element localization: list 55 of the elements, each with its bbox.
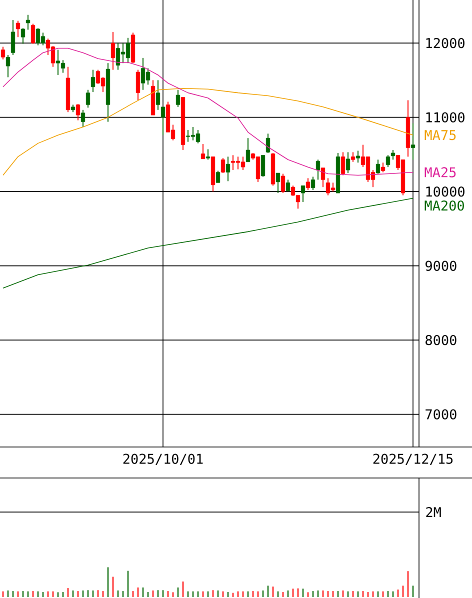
candlestick [390,149,396,160]
candlestick [136,69,140,101]
candlestick [280,173,286,194]
y-tick-label: 10000 [426,186,464,197]
text: 2M [426,507,441,518]
candlestick [380,162,386,173]
candlestick [286,179,290,192]
candlestick [20,28,26,44]
line-series [2,88,414,176]
y-tick-label: 9000 [426,260,456,271]
candlestick [346,152,350,174]
candlestick [246,138,250,162]
series-label: MA25 [424,167,456,178]
candlestick [90,69,96,93]
candlestick [276,172,280,194]
candlestick [376,159,380,174]
y-tick-label: 11000 [426,112,464,122]
candlestick [306,178,310,191]
line-series [2,48,414,176]
candlestick [206,148,210,160]
candlestick [350,152,356,162]
y-tick-label: 7000 [426,409,456,420]
candlestick [10,20,16,56]
candlestick [300,185,306,202]
candlestick [200,144,206,160]
candlestick [340,152,346,176]
y-tick-label: 12000 [426,38,464,48]
candlestick [320,167,326,188]
candlestick [176,89,180,108]
candlestick [410,122,416,160]
candlestick [316,159,320,180]
series-label: MA200 [424,200,464,211]
candlestick [26,14,30,30]
y-tick-label: 8000 [426,334,456,346]
x-tick-label: 2025/10/01 [123,454,203,465]
candlestick [220,158,226,174]
x-tick-label: 2025/12/15 [373,454,453,465]
candlestick [266,133,270,154]
candlestick [76,103,80,121]
candlestick [30,23,36,44]
series-label: MA75 [424,130,456,140]
candlestick [16,20,20,38]
candlestick [216,170,220,184]
candlestick [160,106,166,136]
candlestick [86,89,90,108]
candlestick [386,154,390,168]
candlestick [0,46,6,60]
candlestick [310,176,316,191]
candlestick [260,154,266,178]
candlestick [80,109,86,128]
candlestick [226,156,230,182]
candlestick [356,150,360,164]
candlestick [110,31,116,70]
candlestick [156,80,160,110]
candlestick [6,54,10,78]
